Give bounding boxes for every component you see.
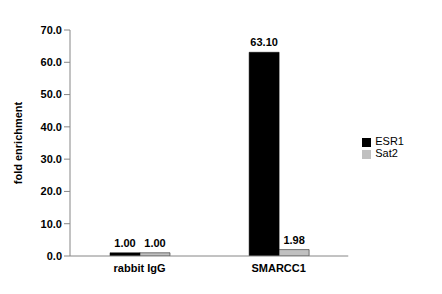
svg-text:10.0: 10.0 bbox=[41, 218, 62, 230]
svg-text:50.0: 50.0 bbox=[41, 88, 62, 100]
svg-text:40.0: 40.0 bbox=[41, 121, 62, 133]
svg-text:20.0: 20.0 bbox=[41, 185, 62, 197]
svg-text:rabbit IgG: rabbit IgG bbox=[114, 262, 166, 274]
svg-text:30.0: 30.0 bbox=[41, 153, 62, 165]
svg-text:fold enrichment: fold enrichment bbox=[12, 101, 24, 184]
svg-text:63.10: 63.10 bbox=[250, 36, 278, 48]
svg-text:60.0: 60.0 bbox=[41, 56, 62, 68]
svg-text:70.0: 70.0 bbox=[41, 24, 62, 36]
svg-text:SMARCC1: SMARCC1 bbox=[251, 262, 305, 274]
svg-text:1.00: 1.00 bbox=[114, 237, 135, 249]
svg-text:0.0: 0.0 bbox=[47, 250, 62, 262]
html-text:ESR1: ESR1 bbox=[375, 135, 404, 147]
html-text:Sat2: Sat2 bbox=[375, 147, 398, 159]
svg-text:1.00: 1.00 bbox=[144, 237, 165, 249]
svg-text:1.98: 1.98 bbox=[283, 234, 304, 246]
